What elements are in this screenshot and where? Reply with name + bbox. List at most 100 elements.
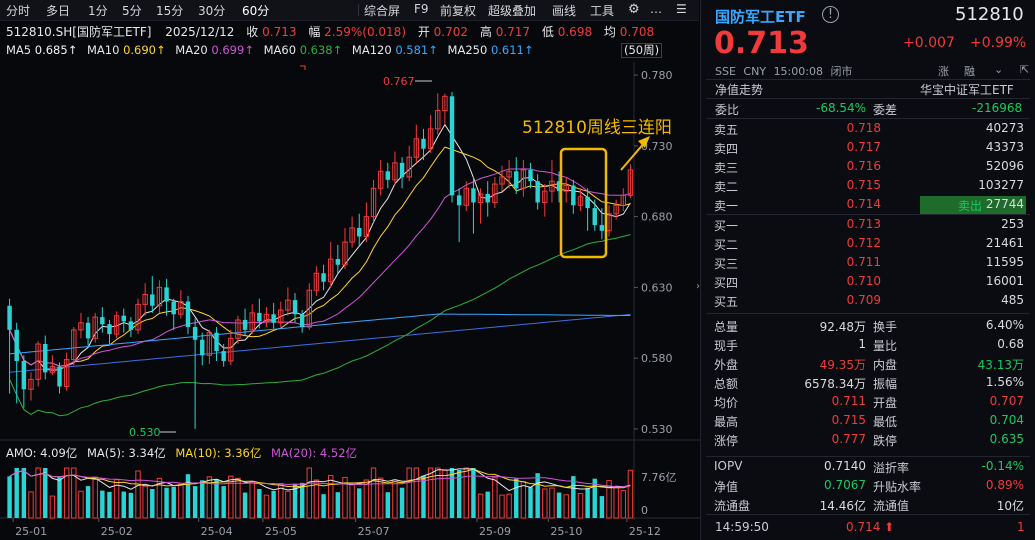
tracking-index-link[interactable]: 华宝中证军工ETF	[920, 83, 1014, 97]
vol-ma20-line	[9, 470, 631, 488]
vol-ma10-line	[9, 468, 631, 489]
candle-body	[342, 241, 348, 266]
stat-value: 14.46亿	[819, 499, 866, 513]
candle-body	[349, 227, 355, 243]
tab-multiday[interactable]: 多日	[46, 4, 71, 18]
low-price-label: 0.530	[129, 426, 161, 439]
ask-row[interactable]: 卖二 0.715 103277	[714, 177, 1026, 195]
candle-body	[228, 337, 234, 362]
stat-value: 0.89%	[985, 478, 1024, 492]
ask-row[interactable]: 卖五 0.718 40273	[714, 120, 1026, 138]
volume-bar	[43, 468, 48, 518]
candle-body	[335, 259, 341, 265]
x-tick-label: 25-01	[15, 525, 47, 538]
stat-label: 升贴水率	[873, 480, 922, 494]
more-icon[interactable]: …	[650, 2, 662, 16]
annotation-arrowhead	[638, 136, 650, 148]
arrow-up-icon: ⬆	[880, 520, 895, 534]
candle-body	[113, 315, 120, 335]
volume-bar	[192, 486, 198, 518]
candle-body	[107, 324, 112, 335]
weibi-label: 委比	[715, 103, 740, 117]
volume-bar	[49, 495, 56, 519]
forward-adjust-button[interactable]: 前复权	[440, 4, 477, 18]
ask-volume: 43373	[985, 140, 1024, 154]
tick-price: 0.714 ⬆	[846, 520, 894, 534]
limit-up-tag[interactable]: 涨	[938, 65, 949, 78]
volume-bar	[528, 487, 533, 518]
f9-button[interactable]: F9	[414, 2, 429, 16]
overlay-button[interactable]: 超级叠加	[488, 4, 537, 18]
ask-row[interactable]: 卖一 0.714 27744 卖出	[714, 196, 1026, 214]
chevron-down-icon[interactable]: ⌄	[994, 63, 1004, 76]
bid-row[interactable]: 买五 0.709 485	[714, 292, 1026, 310]
volume-bar	[142, 485, 148, 519]
ma250-value: 0.611↑	[490, 43, 534, 57]
volume-bar	[271, 490, 276, 518]
stat-value: 0.711	[831, 394, 866, 408]
volume-bar	[520, 481, 527, 519]
bid-row[interactable]: 买三 0.711 11595	[714, 254, 1026, 272]
candle-body	[613, 204, 619, 215]
x-tick-label: 25-09	[479, 525, 511, 538]
bar-date: 2025/12/12	[165, 25, 235, 39]
tab-1min[interactable]: 1分	[88, 4, 108, 18]
kline-chart[interactable]: 0.780 0.730 0.680 0.630 0.580 0.530 25-01 25-02…	[0, 0, 700, 540]
candle-body	[200, 339, 205, 356]
candle-body	[421, 138, 426, 149]
stat-value: 0.68	[997, 337, 1024, 351]
bid-row[interactable]: 买一 0.713 253	[714, 216, 1026, 234]
candle-body	[556, 181, 562, 192]
gear-icon[interactable]: ⚙	[628, 2, 640, 17]
ask-row[interactable]: 卖三 0.716 52096	[714, 158, 1026, 176]
bid-row[interactable]: 买四 0.710 16001	[714, 273, 1026, 291]
volume-bar	[107, 491, 112, 518]
ma250-label: MA250	[447, 43, 488, 57]
stat-value: 0.635	[989, 432, 1024, 446]
volume-bar	[221, 486, 226, 518]
ma10-line	[9, 146, 631, 367]
info-icon[interactable]: !	[822, 6, 839, 23]
volume-bar	[456, 469, 462, 518]
tab-30min[interactable]: 30分	[198, 4, 226, 18]
x-tick-label: 25-02	[101, 525, 133, 538]
tab-5min[interactable]: 5分	[122, 4, 142, 18]
candle-body	[278, 309, 284, 324]
volume-bar	[335, 492, 341, 518]
period-count-button[interactable]: (50周)	[621, 43, 663, 58]
volume-bar	[399, 487, 405, 518]
bid-volume: 485	[1001, 293, 1024, 307]
candle-body	[14, 329, 19, 361]
bid-row[interactable]: 买二 0.712 21461	[714, 235, 1026, 253]
volume-bar	[585, 487, 590, 518]
ma10-value: 0.690↑	[123, 43, 166, 57]
tab-60min[interactable]: 60分	[242, 4, 270, 18]
volume-bar	[185, 474, 191, 518]
expand-icon[interactable]: ⇱	[1020, 63, 1030, 76]
ma20-label: MA20	[175, 43, 208, 57]
volume-bar	[606, 480, 612, 519]
volume-bar	[35, 467, 41, 519]
composite-screen-button[interactable]: 综合屏	[364, 4, 401, 18]
ask-volume: 52096	[985, 159, 1024, 173]
volume-bar	[299, 482, 305, 518]
volume-bar	[599, 496, 605, 518]
price-change: +0.007	[903, 35, 955, 51]
nav-trend-link[interactable]: 净值走势	[715, 83, 764, 97]
candle-body	[471, 188, 476, 203]
draw-line-button[interactable]: 画线	[552, 4, 577, 18]
stat-label: 量比	[873, 339, 898, 353]
tools-button[interactable]: 工具	[590, 4, 615, 18]
tab-timeshare[interactable]: 分时	[6, 4, 31, 18]
volume-legend: AMO: 4.09亿 MA(5): 3.34亿 MA(10): 3.36亿 MA…	[6, 445, 357, 461]
tick-time: 14:59:50	[715, 520, 769, 534]
list-icon[interactable]: ☰	[676, 2, 687, 16]
volume-bar	[121, 491, 126, 518]
candle-body	[577, 196, 584, 206]
ask-volume: 27744	[985, 197, 1024, 211]
margin-tag[interactable]: 融	[964, 65, 975, 78]
volume-bar	[435, 467, 441, 519]
ask-row[interactable]: 卖四 0.717 43373	[714, 139, 1026, 157]
sell-tag: 卖出	[957, 199, 982, 213]
tab-15min[interactable]: 15分	[156, 4, 184, 18]
